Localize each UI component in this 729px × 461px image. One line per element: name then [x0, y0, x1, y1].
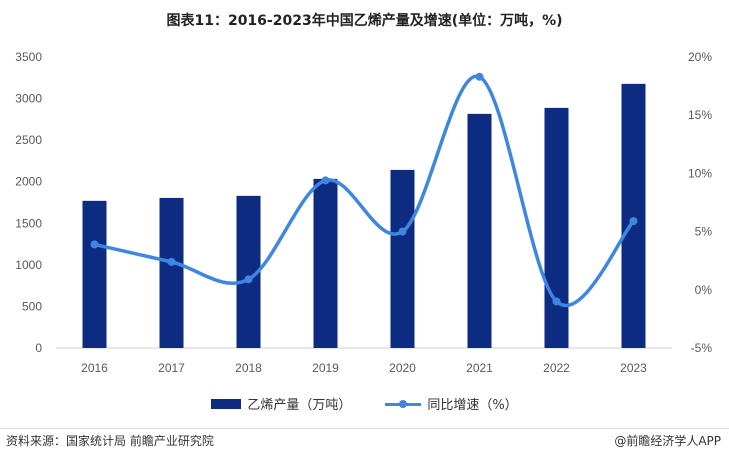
right-axis-tick: -5% [691, 341, 713, 355]
right-axis-tick: 10% [688, 166, 712, 180]
left-axis-tick: 3500 [15, 50, 42, 64]
growth-point-2022 [552, 297, 561, 306]
chart-plot: 0 500 1000 1500 2000 2500 3000 3500 -5% 0% 5% 10% 15… [15, 50, 713, 375]
legend-line-swatch [385, 399, 422, 409]
growth-point-2020 [398, 227, 407, 236]
legend-item-growth: 同比增速（%） [385, 394, 518, 413]
bar-2017 [159, 197, 184, 348]
legend-label-production: 乙烯产量（万吨） [247, 398, 352, 413]
growth-point-2023 [629, 217, 638, 226]
legend-item-production: 乙烯产量（万吨） [211, 394, 351, 413]
left-axis-tick: 1000 [15, 258, 42, 272]
x-axis-tick: 2021 [466, 361, 493, 375]
x-axis-tick: 2018 [235, 361, 262, 375]
x-axis-tick: 2020 [389, 361, 416, 375]
right-axis-tick: 15% [688, 108, 712, 122]
bar-2019 [313, 178, 338, 348]
x-axis-tick: 2016 [81, 361, 108, 375]
x-axis-tick: 2017 [158, 361, 185, 375]
left-axis-tick: 500 [22, 299, 42, 313]
growth-point-2021 [475, 72, 484, 81]
left-axis-tick: 3000 [15, 92, 42, 106]
growth-point-2018 [244, 275, 253, 284]
bar-2023 [621, 83, 646, 349]
bar-2022 [544, 107, 569, 349]
bar-2020 [390, 169, 415, 348]
legend: 乙烯产量（万吨） 同比增速（%） [0, 394, 729, 413]
left-axis-tick: 1500 [15, 216, 42, 230]
divider [0, 428, 729, 429]
right-axis-tick: 20% [688, 50, 712, 64]
growth-point-2016 [90, 240, 99, 249]
x-axis-tick: 2023 [620, 361, 647, 375]
x-axis-tick: 2022 [543, 361, 570, 375]
x-axis-tick: 2019 [312, 361, 339, 375]
bar-2016 [82, 200, 107, 348]
growth-point-2019 [321, 176, 330, 185]
source-note: 资料来源：国家统计局 前瞻产业研究院 [6, 434, 214, 448]
right-axis-tick: 5% [695, 225, 713, 239]
left-axis-tick: 2500 [15, 133, 42, 147]
chart-title: 图表11：2016-2023年中国乙烯产量及增速(单位：万吨，%) [166, 13, 563, 29]
left-axis-tick: 2000 [15, 175, 42, 189]
legend-bar-swatch [211, 398, 242, 409]
left-axis-tick: 0 [35, 341, 42, 355]
growth-point-2017 [167, 257, 176, 266]
legend-label-growth: 同比增速（%） [427, 398, 518, 413]
right-axis-tick: 0% [695, 283, 713, 297]
bar-2021 [467, 113, 492, 348]
brand-note: @前瞻经济学人APP [614, 434, 721, 448]
